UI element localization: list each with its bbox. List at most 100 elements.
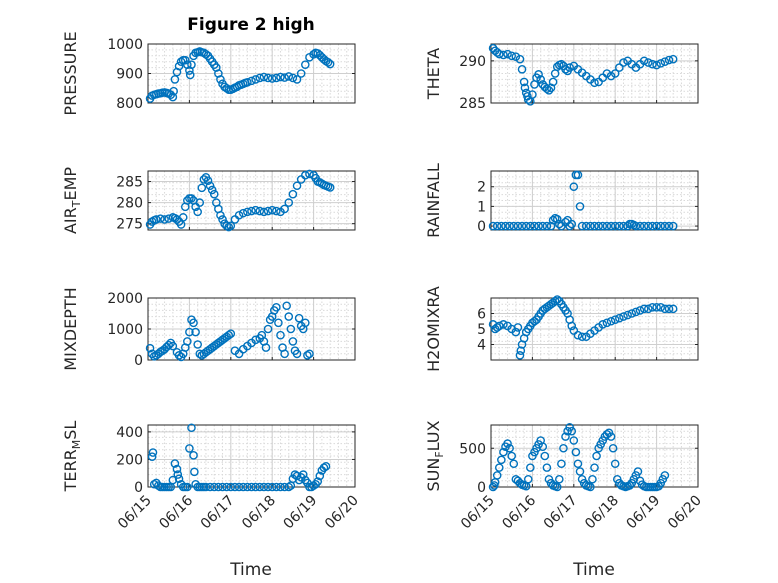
data-point: [515, 351, 525, 360]
data-point: [639, 304, 649, 314]
data-point: [598, 221, 608, 231]
data-point: [656, 221, 666, 231]
data-point: [164, 340, 173, 350]
x-tick-label: 06/19: [624, 493, 664, 533]
data-point: [288, 189, 298, 199]
data-point: [635, 306, 645, 315]
data-point: [284, 312, 294, 321]
data-point: [592, 451, 601, 461]
data-point: [538, 442, 548, 452]
data-point: [183, 482, 192, 492]
y-tick-label: 275: [116, 217, 143, 233]
data-point: [199, 175, 209, 184]
y-tick-label: 500: [459, 441, 486, 457]
data-point: [497, 455, 506, 465]
data-point: [517, 221, 527, 231]
data-point: [513, 221, 523, 231]
data-point: [238, 208, 248, 218]
x-axis-label-right: Time: [572, 560, 615, 580]
y-tick-label: 0: [134, 353, 143, 369]
data-point: [575, 467, 585, 476]
data-point: [660, 304, 670, 314]
data-point: [581, 221, 591, 231]
data-point: [230, 482, 240, 492]
data-point: [315, 471, 325, 481]
data-point: [292, 181, 302, 191]
data-point: [267, 482, 277, 492]
data-point: [276, 482, 285, 492]
data-point: [247, 76, 256, 86]
data-point: [203, 176, 213, 185]
data-point: [542, 84, 552, 93]
data-point: [648, 302, 657, 312]
data-point: [185, 70, 195, 80]
data-point: [284, 198, 294, 207]
data-point: [247, 482, 256, 492]
data-point: [170, 75, 180, 84]
y-tick-label: 400: [116, 425, 143, 441]
data-point: [170, 459, 180, 468]
y-tick-label: 1000: [107, 37, 143, 53]
data-point: [668, 221, 678, 231]
y-tick-label: 280: [116, 196, 143, 212]
data-point: [243, 482, 252, 492]
data-point: [218, 482, 227, 492]
data-point: [209, 482, 219, 492]
y-tick-label: 900: [116, 67, 143, 83]
data-point: [552, 482, 562, 492]
y-axis-label: AIRTEMP: [61, 167, 83, 234]
data-point: [222, 83, 231, 93]
data-point: [501, 221, 510, 231]
data-point: [151, 215, 161, 224]
data-point: [255, 482, 265, 492]
data-point: [515, 54, 525, 64]
y-tick-label: 200: [116, 452, 143, 468]
data-point: [251, 205, 260, 215]
data-point: [263, 206, 273, 216]
data-point: [284, 72, 294, 81]
data-point: [538, 221, 548, 231]
data-point: [263, 324, 273, 334]
data-point: [301, 318, 310, 328]
subplot-4: 0 1 2 RAINFALL: [424, 163, 699, 238]
data-point: [205, 482, 215, 492]
data-point: [280, 349, 289, 359]
data-point: [276, 330, 285, 340]
x-tick-label: 06/16: [156, 492, 196, 532]
data-point: [284, 482, 294, 492]
data-point: [156, 214, 165, 223]
data-point: [619, 58, 628, 67]
data-point: [631, 307, 641, 317]
subplot-1: 800 900 1000 PRESSURE: [61, 31, 356, 116]
data-point: [303, 351, 312, 360]
data-point: [615, 313, 624, 323]
data-point: [247, 206, 256, 216]
data-point: [602, 318, 612, 328]
y-tick-label: 0: [477, 480, 486, 496]
data-point: [292, 471, 302, 481]
data-point: [216, 75, 225, 84]
data-point: [178, 213, 188, 222]
data-point: [548, 215, 558, 225]
data-point: [660, 221, 670, 231]
y-axis-label: PRESSURE: [61, 31, 80, 115]
subplot-8: 0 500 06/15 06/16 06/17 06/18 06/19 06/20 SUNFLU…: [424, 420, 705, 532]
data-point: [627, 309, 637, 318]
y-tick-label: 2: [477, 180, 486, 196]
data-point: [590, 221, 599, 231]
data-point: [226, 221, 236, 231]
data-point: [633, 467, 643, 476]
data-point: [505, 443, 514, 453]
data-point: [174, 474, 184, 484]
data-point: [195, 198, 205, 207]
y-tick-label: 285: [459, 96, 486, 112]
data-point: [590, 78, 599, 88]
data-point: [147, 349, 157, 359]
data-point: [255, 206, 265, 216]
data-point: [305, 169, 314, 179]
data-point: [301, 60, 310, 69]
data-point: [548, 77, 558, 87]
data-point: [160, 215, 169, 224]
data-point: [259, 207, 269, 217]
